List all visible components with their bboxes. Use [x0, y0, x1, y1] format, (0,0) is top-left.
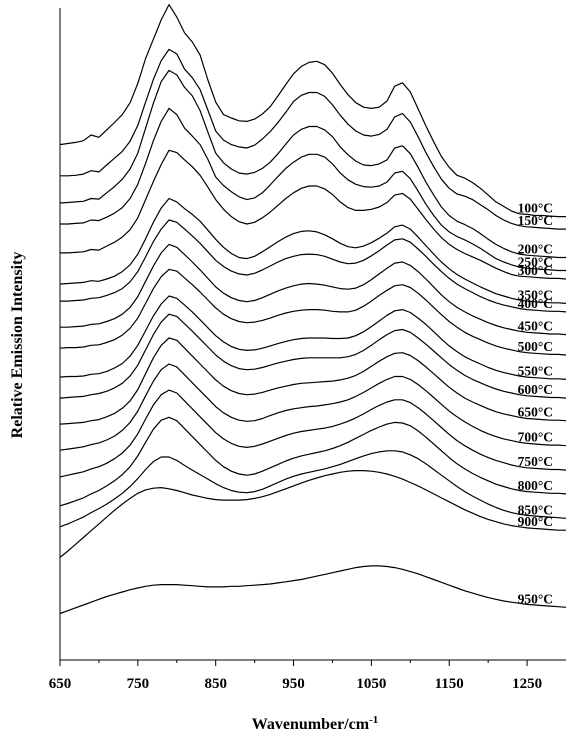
spectrum-line-350c	[59, 197, 566, 304]
x-tick-label: 1250	[512, 676, 542, 692]
x-tick-group: 650 750 850 950 1050 1150 1250	[49, 660, 542, 692]
series-label-500c: 500°C	[518, 339, 553, 354]
spectrum-line-750c	[59, 389, 566, 478]
spectrum-line-450c	[60, 243, 566, 336]
series-label-550c: 550°C	[518, 363, 553, 378]
y-axis-title: Relative Emission Intensity	[9, 252, 26, 439]
series-label-700c: 700°C	[518, 430, 553, 445]
x-axis-title-superscript: -1	[369, 714, 378, 726]
series-label-650c: 650°C	[518, 405, 553, 420]
series-label-100c: 100°C	[518, 201, 553, 216]
spectrum-line-550c	[59, 295, 566, 380]
chart-axes	[59, 8, 566, 661]
series-label-250c: 250°C	[518, 255, 553, 270]
x-axis-title-text: Wavenumber/cm	[252, 716, 370, 733]
spectrum-line-200c	[59, 69, 566, 259]
spectrum-line-100c	[59, 3, 566, 218]
spectrum-line-250c	[60, 107, 566, 272]
series-label-150c: 150°C	[518, 213, 553, 228]
spectrum-line-600c	[59, 313, 566, 399]
spectrum-line-650c	[59, 337, 566, 425]
series-label-300c: 300°C	[518, 263, 553, 278]
spectrum-line-150c	[60, 48, 566, 230]
series-label-400c: 400°C	[518, 296, 553, 311]
spectrum-line-900c	[59, 470, 566, 558]
spectrum-line-850c	[59, 450, 566, 528]
series-label-900c: 900°C	[518, 514, 553, 529]
spectrum-line-700c	[59, 363, 566, 451]
series-label-850c: 850°C	[518, 502, 553, 517]
series-label-350c: 350°C	[518, 287, 553, 302]
spectra-lines	[59, 3, 566, 615]
series-label-950c: 950°C	[518, 591, 553, 606]
spectrum-line-300c	[60, 149, 566, 280]
spectrum-line-800c	[59, 416, 566, 507]
x-tick-label: 850	[204, 676, 227, 692]
x-tick-label: 750	[127, 676, 150, 692]
x-tick-label: 950	[282, 676, 305, 692]
x-tick-label: 650	[49, 676, 72, 692]
series-label-750c: 750°C	[518, 454, 553, 469]
x-axis-title: Wavenumber/cm-1	[252, 714, 379, 733]
x-tick-label: 1050	[356, 676, 386, 692]
spectrum-line-950c	[59, 565, 566, 615]
series-label-450c: 450°C	[518, 319, 553, 334]
series-label-200c: 200°C	[518, 242, 553, 257]
series-label-600c: 600°C	[518, 382, 553, 397]
series-label-800c: 800°C	[518, 478, 553, 493]
spectrum-line-500c	[59, 268, 566, 356]
spectrum-line-400c	[60, 219, 566, 313]
x-tick-label: 1150	[435, 676, 464, 692]
